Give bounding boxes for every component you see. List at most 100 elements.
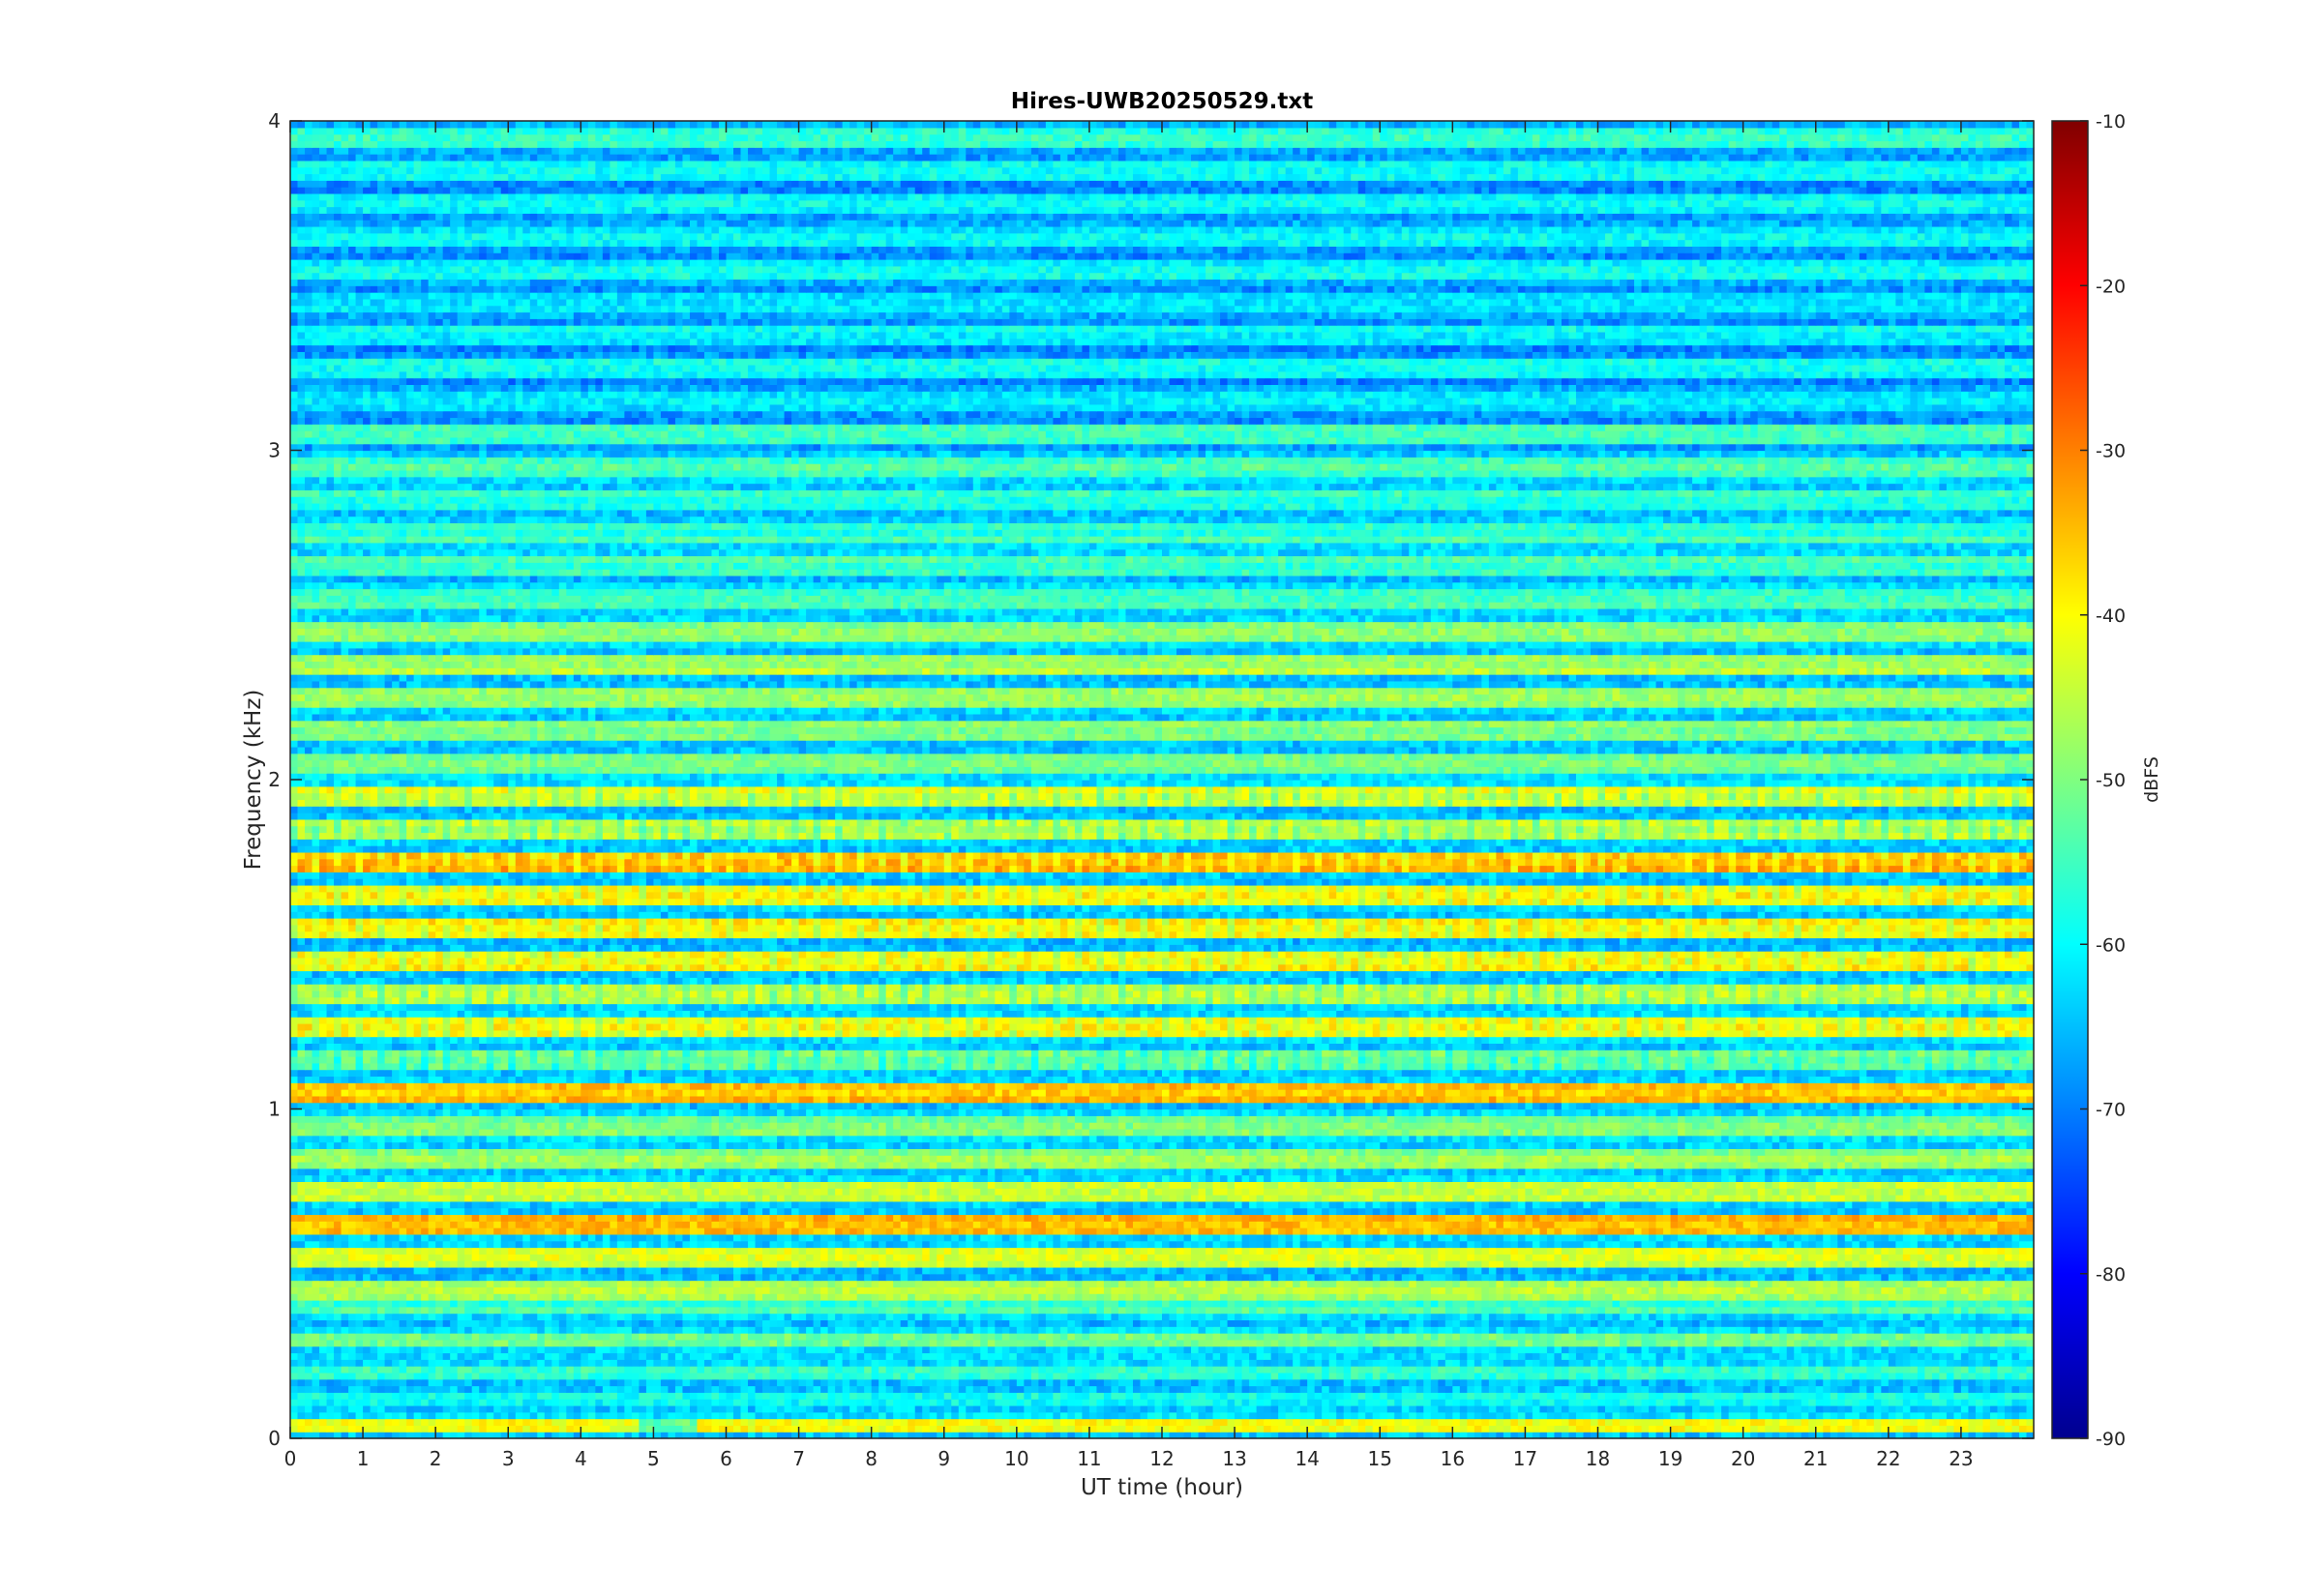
spectrogram-cell: [799, 1419, 807, 1426]
spectrogram-cell: [610, 1419, 617, 1426]
spectrogram-cell: [392, 1412, 400, 1419]
spectrogram-cell: [522, 1425, 530, 1432]
spectrogram-cell: [1075, 1419, 1083, 1426]
spectrogram-cell: [1089, 1419, 1097, 1426]
spectrogram-cell: [551, 1419, 559, 1426]
spectrogram-cell: [1322, 1425, 1329, 1432]
spectrogram-cell: [1729, 1419, 1737, 1426]
spectrogram-cell: [675, 1412, 683, 1419]
spectrogram-cell: [566, 1425, 574, 1432]
spectrogram-cell: [901, 1419, 908, 1426]
spectrogram-cell: [988, 1425, 996, 1432]
spectrogram-cell: [1613, 1419, 1621, 1426]
spectrogram-cell: [1336, 1419, 1344, 1426]
spectrogram-cell: [1445, 1419, 1453, 1426]
spectrogram-cell: [1257, 1419, 1265, 1426]
spectrogram-cell: [1620, 1419, 1627, 1426]
spectrogram-cell: [392, 1419, 400, 1426]
spectrogram-cell: [785, 1425, 792, 1432]
spectrogram-cell: [1060, 1419, 1068, 1426]
spectrogram-cell: [959, 1419, 967, 1426]
spectrogram-cell: [1220, 1425, 1228, 1432]
spectrogram-cell: [799, 1412, 807, 1419]
spectrogram-cell: [1118, 1419, 1126, 1426]
spectrogram-cell: [937, 1419, 944, 1426]
spectrogram-cell: [646, 1412, 654, 1419]
spectrogram-cell: [1416, 1419, 1424, 1426]
spectrogram-cell: [1547, 1425, 1555, 1432]
spectrogram-cell: [1932, 1419, 1940, 1426]
spectrogram-cell: [1533, 1419, 1540, 1426]
spectrogram-cell: [327, 1419, 335, 1426]
spectrogram-cell: [1162, 1425, 1170, 1432]
spectrogram-cell: [1431, 1425, 1439, 1432]
spectrogram-cell: [1104, 1425, 1112, 1432]
spectrogram-cell: [1038, 1412, 1046, 1419]
spectrogram-cell: [1903, 1419, 1911, 1426]
spectrogram-cell: [1539, 1419, 1547, 1426]
spectrogram-cell: [371, 1419, 378, 1426]
spectrogram-cell: [1438, 1425, 1445, 1432]
spectrogram-cell: [414, 1412, 422, 1419]
spectrogram-cell: [1220, 1419, 1228, 1426]
spectrogram-cell: [508, 1412, 516, 1419]
spectrogram-cell: [348, 1425, 356, 1432]
spectrogram-cell: [545, 1412, 552, 1419]
spectrogram-cell: [1147, 1419, 1155, 1426]
spectrogram-cell: [1707, 1425, 1714, 1432]
spectrogram-cell: [1583, 1419, 1591, 1426]
spectrogram-cell: [922, 1425, 930, 1432]
spectrogram-cell: [980, 1425, 988, 1432]
spectrogram-cell: [537, 1419, 545, 1426]
spectrogram-cell: [377, 1412, 385, 1419]
spectrogram-cell: [756, 1419, 763, 1426]
spectrogram-cell: [2019, 1425, 2027, 1432]
spectrogram-cell: [545, 1425, 552, 1432]
spectrogram-cell: [1961, 1419, 1969, 1426]
spectrogram-cell: [1242, 1419, 1250, 1426]
spectrogram-cell: [1518, 1419, 1526, 1426]
spectrogram-cell: [915, 1419, 923, 1426]
spectrogram-cell: [1409, 1425, 1416, 1432]
spectrogram-cell: [864, 1419, 872, 1426]
spectrogram-cell: [835, 1412, 843, 1419]
spectrogram-cell: [342, 1425, 349, 1432]
spectrogram-cell: [1336, 1425, 1344, 1432]
spectrogram-cell: [1170, 1425, 1177, 1432]
spectrogram-cell: [1903, 1425, 1911, 1432]
spectrogram-cell: [1474, 1419, 1482, 1426]
spectrogram-cell: [1358, 1425, 1366, 1432]
spectrogram-cell: [973, 1425, 981, 1432]
spectrogram-cell: [828, 1419, 836, 1426]
spectrogram-cell: [1089, 1412, 1097, 1419]
spectrogram-cell: [617, 1412, 625, 1419]
spectrogram-cell: [1801, 1419, 1809, 1426]
spectrogram-cell: [1293, 1425, 1300, 1432]
spectrogram-cell: [1823, 1425, 1831, 1432]
spectrogram-cell: [915, 1412, 923, 1419]
spectrogram-cell: [421, 1425, 429, 1432]
spectrogram-cell: [516, 1425, 523, 1432]
spectrogram-cell: [363, 1425, 371, 1432]
spectrogram-cell: [785, 1419, 792, 1426]
spectrogram-cell: [2005, 1419, 2012, 1426]
spectrogram-plot-area: 0 1 2 3 4 5 6 7 8 9 10 11 12 13 14 15 16 17 18 19 20 21 22 23 0…: [268, 109, 2034, 1470]
spectrogram-cell: [1423, 1419, 1431, 1426]
spectrogram-cell: [791, 1412, 799, 1419]
spectrogram-cell: [704, 1425, 712, 1432]
spectrogram-cell: [1750, 1419, 1758, 1426]
spectrogram-cell: [1598, 1425, 1606, 1432]
spectrogram-cell: [682, 1425, 690, 1432]
spectrogram-cell: [580, 1419, 588, 1426]
spectrogram-cell: [1489, 1419, 1497, 1426]
spectrogram-cell: [966, 1425, 973, 1432]
spectrogram-cell: [1481, 1425, 1489, 1432]
spectrogram-cell: [1656, 1425, 1664, 1432]
spectrogram-cell: [429, 1419, 436, 1426]
spectrogram-cell: [2011, 1425, 2019, 1432]
spectrogram-cell: [1017, 1425, 1025, 1432]
spectrogram-cell: [305, 1425, 313, 1432]
spectrogram-cell: [508, 1425, 516, 1432]
spectrogram-cell: [327, 1425, 335, 1432]
